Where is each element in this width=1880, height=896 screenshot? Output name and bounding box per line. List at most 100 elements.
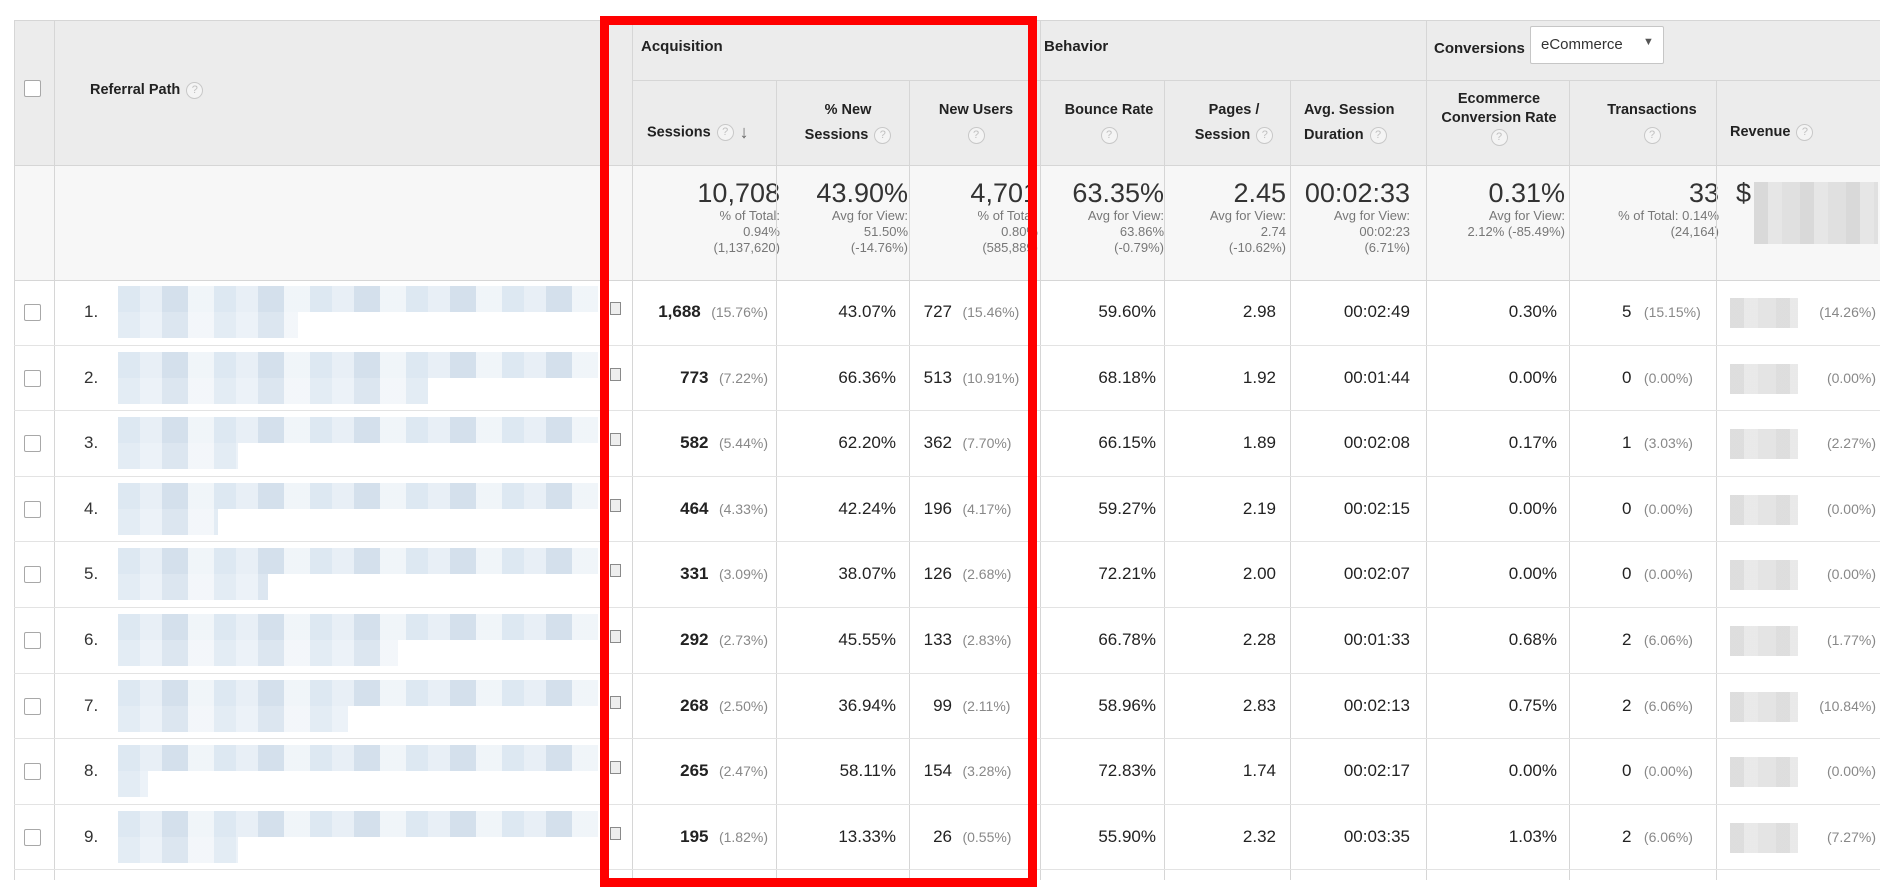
table-row[interactable]: 9. 195 (1.82%) 13.33% 26 (0.55%) 55.90% … — [14, 805, 1880, 871]
row-bounce-rate: 59.60% — [1098, 302, 1156, 321]
referral-path-redacted[interactable] — [118, 679, 598, 706]
row-checkbox[interactable] — [24, 566, 41, 584]
row-sessions: 582 (5.44%) — [680, 433, 768, 453]
select-all-checkbox[interactable] — [24, 80, 41, 97]
total-new-users: 4,701 % of Total: 0.80% (585,889) — [970, 178, 1038, 255]
referral-path-redacted[interactable] — [118, 640, 398, 666]
col-ecommerce-conversion-rate[interactable]: Ecommerce Conversion Rate ? — [1424, 90, 1574, 147]
referral-path-redacted[interactable] — [118, 312, 298, 338]
row-checkbox[interactable] — [24, 369, 41, 387]
col-new-sessions[interactable]: % New Sessions? — [787, 98, 909, 148]
referral-path-redacted[interactable] — [118, 705, 348, 732]
table-row[interactable]: 4. 464 (4.33%) 42.24% 196 (4.17%) 59.27%… — [14, 477, 1880, 543]
open-link-icon[interactable] — [610, 367, 621, 381]
row-checkbox[interactable] — [24, 697, 41, 715]
referral-path-redacted[interactable] — [118, 482, 598, 509]
revenue-redacted — [1730, 757, 1798, 788]
conversion-type-select[interactable]: eCommerce ▼ — [1530, 26, 1664, 64]
help-icon[interactable]: ? — [967, 126, 985, 144]
col-new-users-label: New Users — [938, 102, 1014, 118]
row-avg-session-duration: 00:02:08 — [1343, 433, 1410, 453]
referral-path-redacted[interactable] — [118, 443, 238, 470]
help-icon[interactable]: ? — [1796, 123, 1814, 141]
table-row[interactable]: 2. 773 (7.22%) 66.36% 513 (10.91%) 68.18… — [14, 346, 1880, 412]
table-row[interactable]: 3. 582 (5.44%) 62.20% 362 (7.70%) 66.15%… — [14, 411, 1880, 477]
open-link-icon[interactable] — [610, 826, 621, 840]
open-link-icon[interactable] — [610, 761, 621, 775]
row-sessions: 292 (2.73%) — [680, 630, 768, 649]
grid-line — [14, 869, 1880, 871]
open-link-icon[interactable] — [610, 302, 621, 315]
col-sessions[interactable]: Sessions? ↓ — [647, 120, 749, 145]
row-pages-session: 2.98 — [1242, 302, 1276, 321]
row-checkbox[interactable] — [24, 304, 41, 321]
row-new-users: 26 (0.55%) — [933, 826, 1012, 846]
col-new-users[interactable]: New Users ? — [910, 98, 1042, 148]
help-icon[interactable]: ? — [1100, 126, 1118, 144]
col-bounce-rate[interactable]: Bounce Rate ? — [1047, 98, 1171, 148]
col-referral-path[interactable]: Referral Path? — [90, 78, 204, 103]
help-icon[interactable]: ? — [1490, 128, 1508, 146]
col-pages-session[interactable]: Pages / Session? — [1174, 98, 1294, 148]
row-bounce-rate: 68.18% — [1098, 367, 1156, 387]
total-revenue-redacted — [1754, 182, 1878, 244]
referral-path-redacted[interactable] — [118, 745, 598, 772]
referral-path-redacted[interactable] — [118, 351, 598, 378]
table-row[interactable]: 5. 331 (3.09%) 38.07% 126 (2.68%) 72.21%… — [14, 542, 1880, 608]
sort-desc-arrow-icon[interactable]: ↓ — [739, 122, 749, 142]
grid-line — [14, 606, 1880, 608]
help-icon[interactable]: ? — [1256, 126, 1274, 144]
help-icon[interactable]: ? — [1369, 126, 1387, 144]
help-icon[interactable]: ? — [874, 126, 892, 144]
table-row[interactable]: 8. 265 (2.47%) 58.11% 154 (3.28%) 72.83%… — [14, 739, 1880, 805]
referral-path-redacted[interactable] — [118, 614, 598, 640]
col-transactions[interactable]: Transactions ? — [1577, 98, 1727, 148]
row-number: 8. — [84, 761, 99, 781]
referral-path-redacted[interactable] — [118, 771, 148, 798]
row-ecommerce-conversion-rate: 0.68% — [1508, 630, 1557, 649]
help-icon[interactable]: ? — [716, 124, 734, 141]
col-duration-label-1: Avg. Session — [1304, 102, 1395, 118]
table-row[interactable]: 1. 1,688 (15.76%) 43.07% 727 (15.46%) 59… — [14, 280, 1880, 346]
row-checkbox[interactable] — [24, 828, 41, 846]
total-transactions: 33 % of Total: 0.14% (24,164) — [1618, 178, 1719, 239]
referral-path-redacted[interactable] — [118, 574, 268, 601]
row-number: 2. — [84, 367, 99, 387]
referral-path-redacted[interactable] — [118, 508, 218, 535]
referral-path-redacted[interactable] — [118, 286, 598, 312]
table-row[interactable]: 7. 268 (2.50%) 36.94% 99 (2.11%) 58.96% … — [14, 674, 1880, 740]
grid-line — [1426, 20, 1427, 880]
row-checkbox[interactable] — [24, 435, 41, 453]
row-checkbox[interactable] — [24, 763, 41, 781]
table-row[interactable]: 6. 292 (2.73%) 45.55% 133 (2.83%) 66.78%… — [14, 608, 1880, 674]
grid-line — [14, 280, 1880, 281]
referral-path-redacted[interactable] — [118, 810, 598, 837]
referral-path-redacted[interactable] — [118, 836, 238, 863]
col-avg-session-duration[interactable]: Avg. Session Duration? — [1304, 98, 1395, 148]
row-pages-session: 2.32 — [1242, 826, 1276, 846]
referral-path-redacted[interactable] — [118, 377, 428, 404]
grid-line — [14, 344, 1880, 346]
group-acquisition: Acquisition — [641, 38, 723, 55]
row-number: 1. — [84, 302, 99, 321]
total-ecommerce-conversion-rate: 0.31% Avg for View: 2.12% (-85.49%) — [1467, 178, 1565, 239]
open-link-icon[interactable] — [610, 630, 621, 643]
open-link-icon[interactable] — [610, 433, 621, 447]
group-behavior: Behavior — [1044, 38, 1109, 55]
row-new-sessions: 38.07% — [838, 564, 896, 584]
referral-path-redacted[interactable] — [118, 417, 598, 444]
row-checkbox[interactable] — [24, 632, 41, 649]
open-link-icon[interactable] — [610, 695, 621, 709]
row-checkbox[interactable] — [24, 500, 41, 518]
row-ecommerce-conversion-rate: 0.30% — [1508, 302, 1557, 321]
help-icon[interactable]: ? — [186, 81, 204, 99]
grid-line — [14, 672, 1880, 674]
help-icon[interactable]: ? — [1643, 126, 1661, 144]
row-transactions: 5 (15.15%) — [1622, 302, 1701, 321]
col-revenue[interactable]: Revenue? — [1730, 120, 1814, 145]
open-link-icon[interactable] — [610, 498, 621, 512]
open-link-icon[interactable] — [610, 564, 621, 578]
referral-path-redacted[interactable] — [118, 548, 598, 575]
conversion-type-value: eCommerce — [1541, 36, 1623, 53]
row-new-sessions: 45.55% — [838, 630, 896, 649]
